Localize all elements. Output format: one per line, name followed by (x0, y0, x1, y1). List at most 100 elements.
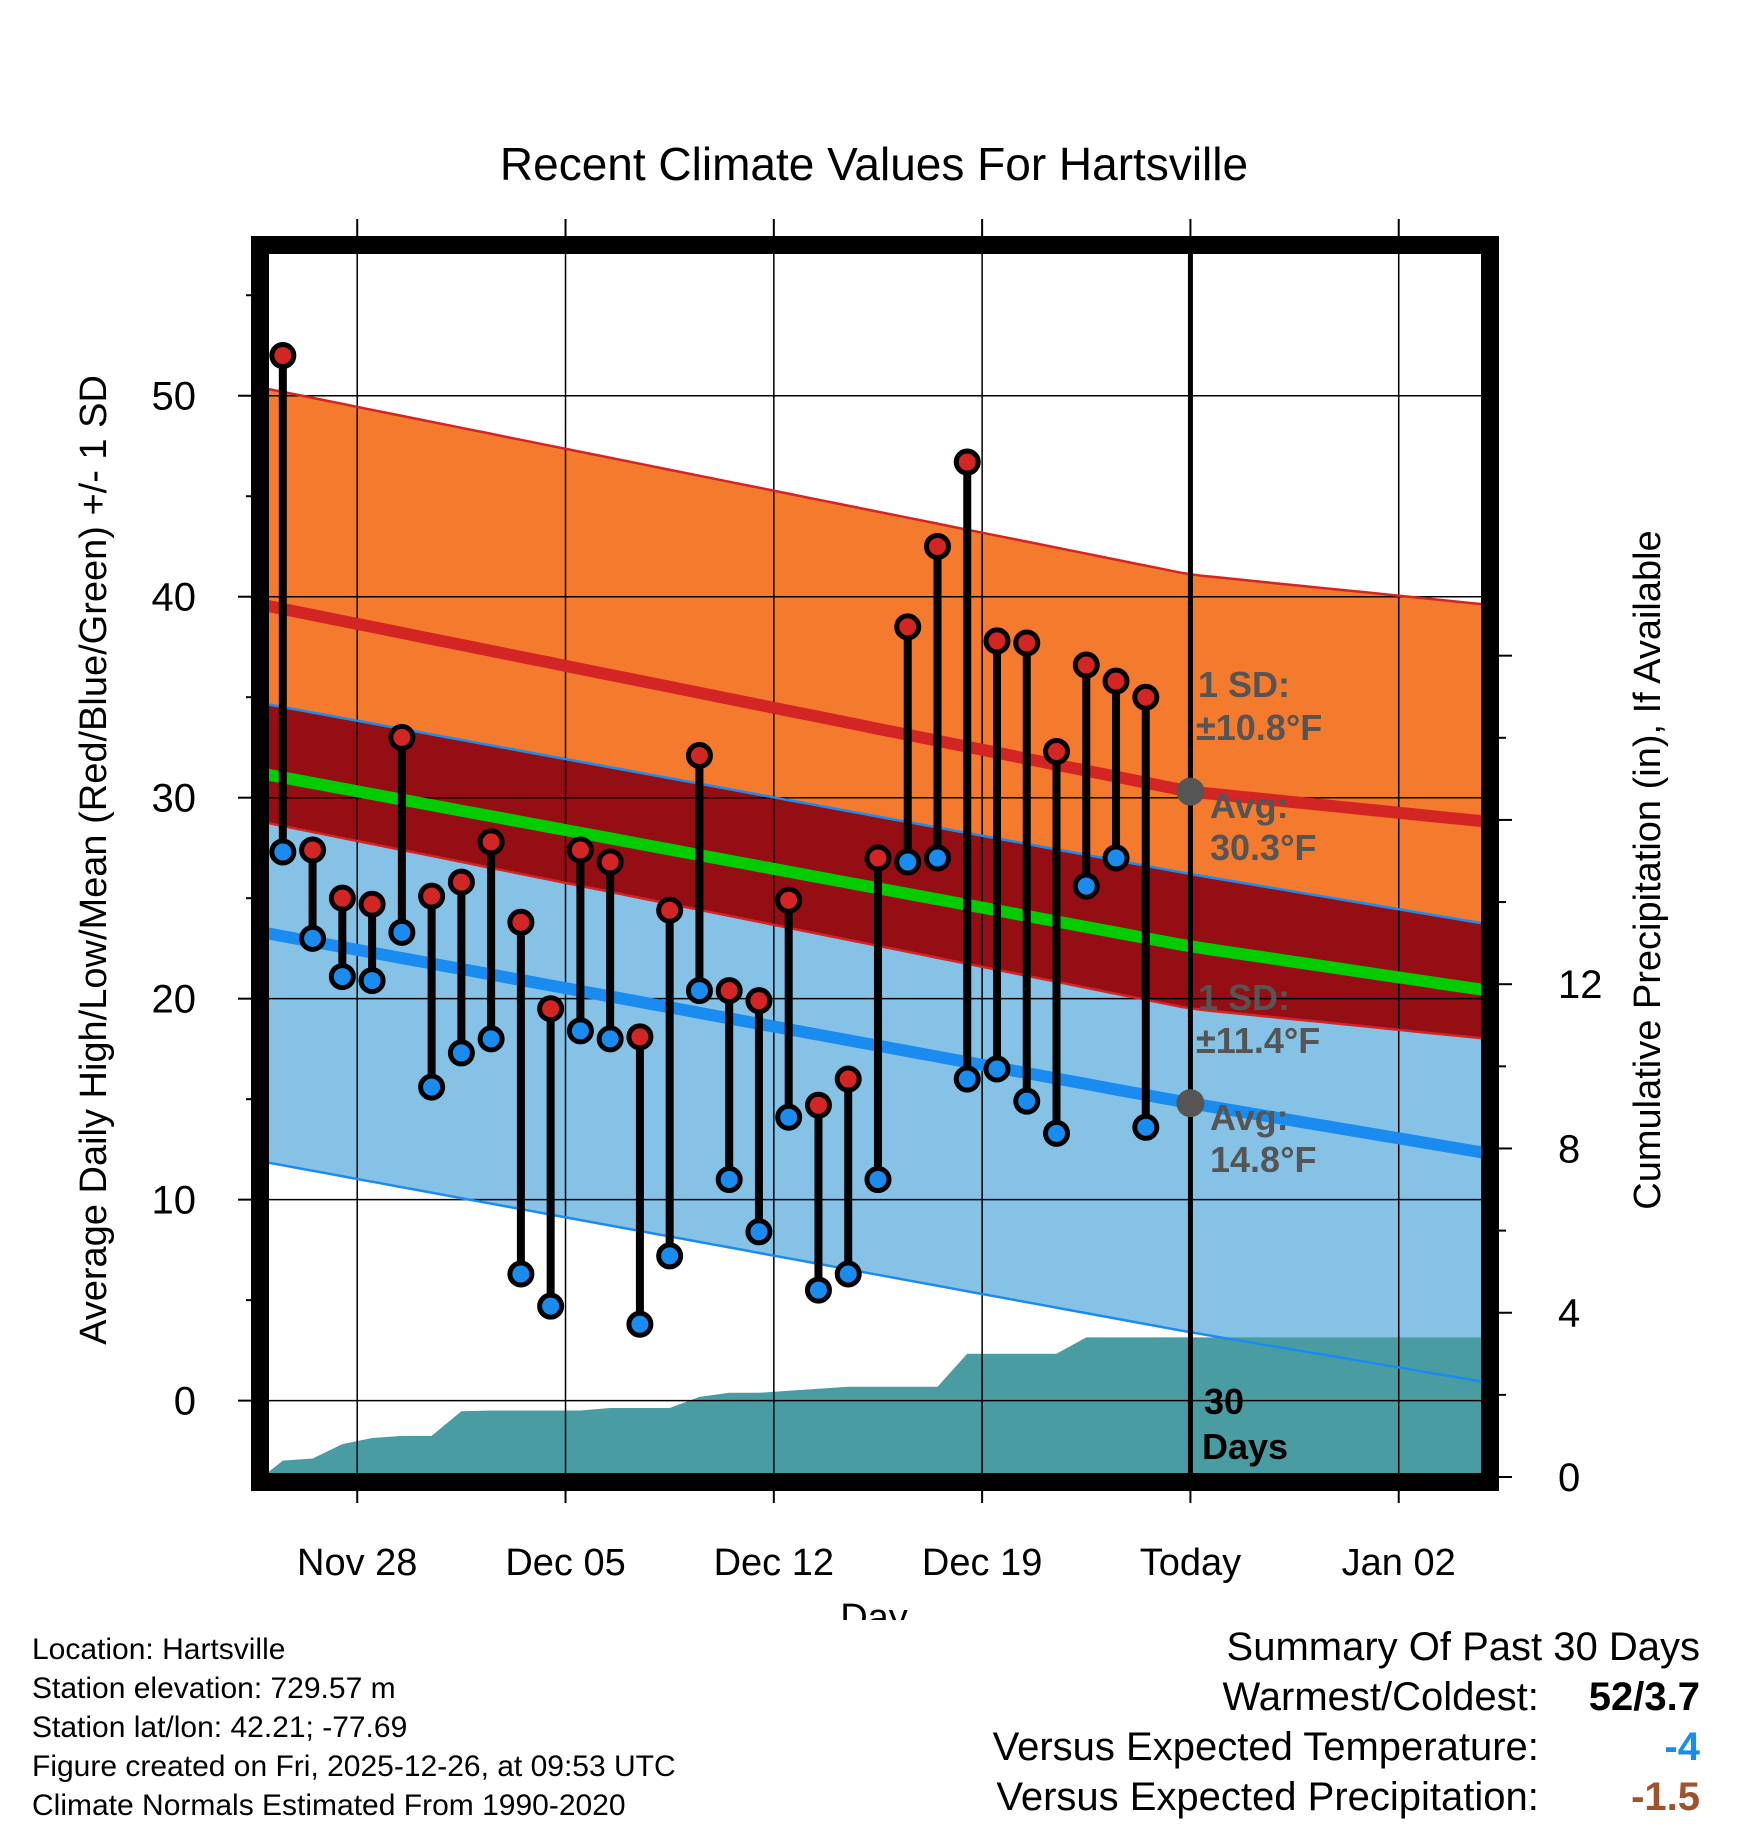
high-marker (269, 342, 297, 370)
normal-high-line (262, 598, 1488, 828)
low-sd-label: 1 SD: (1198, 977, 1290, 1018)
low-marker (537, 1292, 565, 1320)
low-marker (1072, 872, 1100, 900)
x-axis: Nov 28 Dec 05 Dec 12 Dec 19 Today Jan 02 (297, 219, 1456, 1584)
high-marker (1132, 683, 1160, 711)
y-tick-label: 30 (152, 777, 197, 821)
low-marker (804, 1276, 832, 1304)
high-marker (447, 868, 475, 896)
high-avg-marker (1176, 777, 1205, 806)
high-marker (418, 882, 446, 910)
high-marker (864, 844, 892, 872)
high-marker (626, 1023, 654, 1051)
low-marker (358, 967, 386, 995)
low-lower-line (262, 1160, 1488, 1384)
summary-heading: Summary Of Past 30 Days (1226, 1625, 1700, 1669)
low-marker (1102, 844, 1130, 872)
high-marker (566, 836, 594, 864)
right-axis: 0 4 8 12 (1499, 654, 1603, 1500)
chart-title: Recent Climate Values For Hartsville (500, 138, 1248, 190)
high-marker (537, 995, 565, 1023)
high-marker (923, 532, 951, 560)
summary-temp-row: Versus Expected Temperature: -4 (993, 1722, 1700, 1772)
location-text: Location: Hartsville (32, 1633, 286, 1666)
high-marker (596, 848, 624, 876)
low-marker (834, 1260, 862, 1288)
low-marker (953, 1065, 981, 1093)
high-marker (507, 908, 535, 936)
daily-markers (269, 342, 1160, 1338)
low-marker (596, 1025, 624, 1053)
high-marker (477, 828, 505, 856)
high-marker (1102, 667, 1130, 695)
low-marker (775, 1103, 803, 1131)
y-tick-label: 40 (152, 576, 197, 620)
x-tick-label: Nov 28 (297, 1542, 417, 1584)
high-marker (1043, 737, 1071, 765)
low-sd-value: ±11.4°F (1196, 1020, 1320, 1061)
low-avg-marker (1176, 1089, 1205, 1118)
annotations: 1 SD: ±10.8°F Avg: 30.3°F 1 SD: ±11.4°F … (1196, 664, 1322, 1467)
high-marker (894, 613, 922, 641)
low-marker (1013, 1087, 1041, 1115)
high-marker (358, 890, 386, 918)
temp-label: Versus Expected Temperature: (992, 1725, 1539, 1769)
low-avg-label: Avg: (1210, 1097, 1289, 1138)
low-marker (447, 1039, 475, 1067)
high-upper-line (262, 386, 1488, 607)
y-tick-label: 0 (174, 1380, 196, 1424)
low-marker (328, 963, 356, 991)
high-marker (1013, 629, 1041, 657)
days-count: 30 (1204, 1381, 1244, 1422)
y2-tick-label: 0 (1558, 1456, 1580, 1500)
x-tick-label: Dec 12 (714, 1542, 834, 1584)
high-marker (715, 977, 743, 1005)
temp-value: -4 (1664, 1725, 1700, 1769)
left-axis: 0 10 20 30 40 50 (152, 294, 251, 1424)
elevation-text: Station elevation: 729.57 m (32, 1672, 396, 1705)
low-marker (507, 1260, 535, 1288)
low-marker (477, 1025, 505, 1053)
low-marker (983, 1055, 1011, 1083)
y-tick-label: 10 (152, 1179, 197, 1223)
high-marker (953, 448, 981, 476)
low-marker (864, 1166, 892, 1194)
daily-stems (278, 355, 1150, 1325)
climate-chart: Recent Climate Values For Hartsville 1 S… (73, 138, 1669, 1620)
low-marker (923, 844, 951, 872)
high-marker (775, 886, 803, 914)
y2-tick-label: 12 (1558, 963, 1603, 1007)
x-axis-label: Day (840, 1597, 908, 1620)
precip-value: -1.5 (1631, 1775, 1700, 1819)
high-marker (656, 896, 684, 924)
high-sd-label: 1 SD: (1198, 664, 1290, 705)
precip-label: Versus Expected Precipitation: (996, 1775, 1539, 1819)
y-axis-label: Average Daily High/Low/Mean (Red/Blue/Gr… (73, 375, 115, 1345)
days-word: Days (1202, 1426, 1288, 1467)
low-marker (656, 1242, 684, 1270)
low-marker (745, 1218, 773, 1246)
high-marker (983, 627, 1011, 655)
normals-text: Climate Normals Estimated From 1990-2020 (32, 1789, 626, 1822)
high-marker (1072, 651, 1100, 679)
x-tick-label: Dec 05 (505, 1542, 625, 1584)
high-avg-value: 30.3°F (1210, 827, 1316, 868)
low-marker (269, 838, 297, 866)
high-marker (388, 723, 416, 751)
plot-frame (251, 236, 1499, 1491)
created-text: Figure created on Fri, 2025-12-26, at 09… (32, 1750, 676, 1783)
y2-tick-label: 8 (1558, 1127, 1580, 1171)
low-marker (894, 848, 922, 876)
low-marker (418, 1073, 446, 1101)
high-marker (328, 884, 356, 912)
x-tick-label: Today (1140, 1542, 1241, 1584)
summary-precip-row: Versus Expected Precipitation: -1.5 (993, 1772, 1700, 1822)
high-avg-label: Avg: (1210, 785, 1289, 826)
low-marker (388, 918, 416, 946)
low-marker (715, 1166, 743, 1194)
low-marker (626, 1310, 654, 1338)
y-tick-label: 50 (152, 375, 197, 419)
summary-warmest-row: Warmest/Coldest: 52/3.7 (993, 1672, 1701, 1722)
low-upper-line (262, 701, 1488, 926)
high-marker (834, 1065, 862, 1093)
